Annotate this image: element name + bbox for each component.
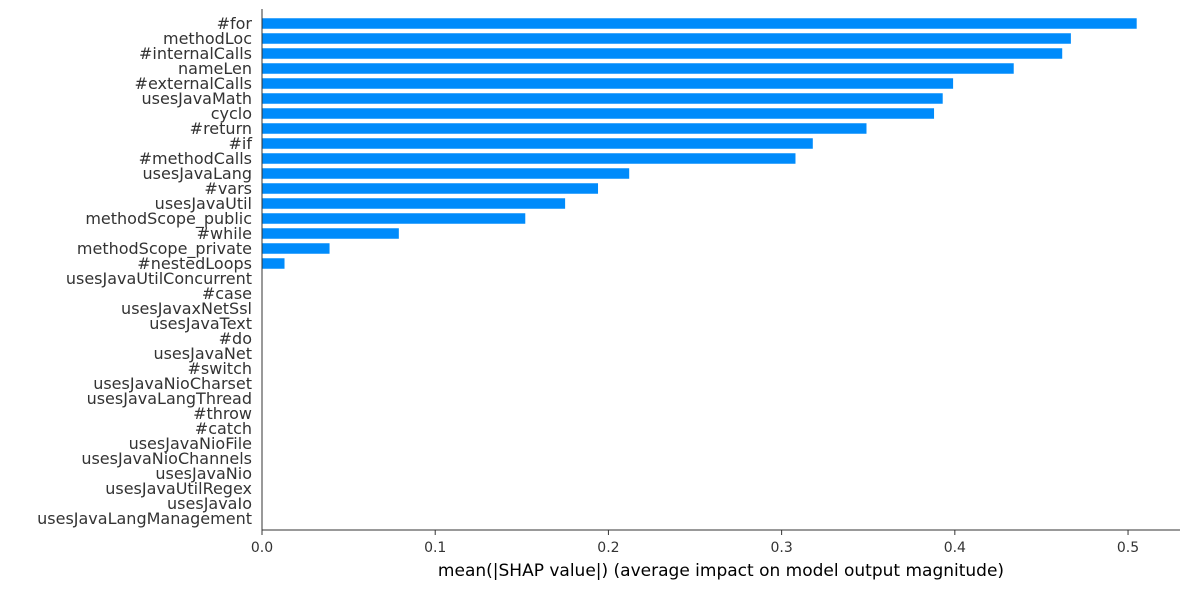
- x-axis-title: mean(|SHAP value|) (average impact on mo…: [438, 561, 1004, 581]
- x-tick-label: 0.3: [770, 540, 792, 556]
- category-label: usesJavaUtilConcurrent: [66, 269, 252, 288]
- category-label: usesJavaUtilRegex: [105, 479, 252, 498]
- bars-layer: [262, 18, 1137, 269]
- category-label: #for: [217, 14, 253, 33]
- category-label: #return: [190, 119, 252, 138]
- bar: [262, 228, 399, 239]
- category-label: usesJavaUtil: [155, 194, 252, 213]
- category-label: #switch: [188, 359, 252, 378]
- x-ticks: 0.0 0.1 0.2 0.3 0.4 0.5: [251, 530, 1139, 556]
- category-label: #internalCalls: [139, 44, 252, 63]
- bar: [262, 48, 1063, 59]
- category-label: usesJavaNet: [153, 344, 252, 363]
- category-label: usesJavaIo: [167, 494, 252, 513]
- bar: [262, 138, 813, 149]
- category-label: usesJavaLang: [143, 164, 252, 183]
- bar: [262, 183, 599, 194]
- bar: [262, 258, 285, 269]
- category-label: usesJavaMath: [142, 89, 252, 108]
- category-labels: #formethodLoc#internalCallsnameLen#exter…: [37, 14, 252, 528]
- category-label: #case: [202, 284, 252, 303]
- bar: [262, 93, 943, 104]
- category-label: methodLoc: [163, 29, 252, 48]
- category-label: #catch: [195, 419, 252, 438]
- category-label: methodScope_public: [85, 209, 252, 229]
- x-tick-label: 0.4: [944, 540, 966, 556]
- category-label: usesJavaNioCharset: [93, 374, 252, 393]
- category-label: nameLen: [178, 59, 252, 78]
- category-label: #if: [229, 134, 253, 153]
- bar: [262, 198, 566, 209]
- category-label: #vars: [204, 179, 252, 198]
- bar: [262, 108, 935, 119]
- bar: [262, 18, 1137, 29]
- category-label: #do: [219, 329, 252, 348]
- x-tick-label: 0.5: [1117, 540, 1139, 556]
- bar: [262, 168, 630, 179]
- category-label: usesJavaNioFile: [129, 434, 252, 453]
- category-label: usesJavaNioChannels: [81, 449, 252, 468]
- category-label: #while: [197, 224, 252, 243]
- category-label: #throw: [193, 404, 252, 423]
- bar: [262, 78, 954, 89]
- category-label: #externalCalls: [135, 74, 252, 93]
- category-label: methodScope_private: [77, 239, 252, 259]
- category-label: usesJavaText: [149, 314, 252, 333]
- category-label: usesJavaxNetSsl: [121, 299, 252, 318]
- bar: [262, 33, 1071, 44]
- category-label: usesJavaNio: [155, 464, 252, 483]
- category-label: usesJavaLangManagement: [37, 509, 252, 528]
- bar: [262, 153, 796, 164]
- x-tick-label: 0.1: [424, 540, 446, 556]
- category-label: #methodCalls: [139, 149, 252, 168]
- bar: [262, 63, 1014, 74]
- bar: [262, 123, 867, 134]
- bar: [262, 243, 330, 254]
- category-label: cyclo: [211, 104, 252, 123]
- x-tick-label: 0.2: [597, 540, 619, 556]
- category-label: #nestedLoops: [137, 254, 252, 273]
- x-tick-label: 0.0: [251, 540, 273, 556]
- bar: [262, 213, 526, 224]
- category-label: usesJavaLangThread: [87, 389, 252, 408]
